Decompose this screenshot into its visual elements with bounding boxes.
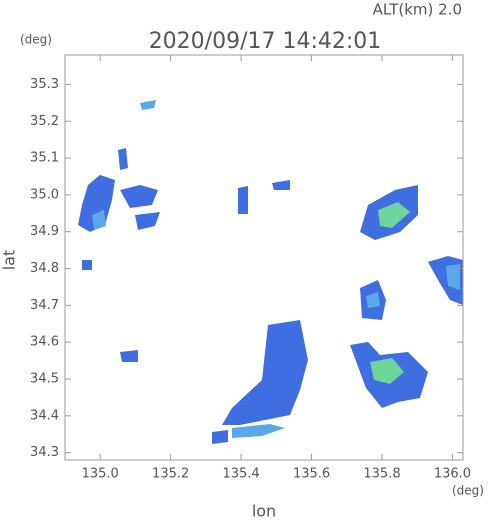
y-tick-label: 34.5 (30, 372, 59, 387)
y-axis-label: lat (0, 250, 19, 271)
altitude-label: ALT(km) 2.0 (373, 1, 462, 19)
y-tick-label: 34.4 (30, 408, 59, 423)
y-tick-label: 34.3 (30, 445, 59, 460)
radar-echoes (78, 100, 463, 444)
chart-title: 2020/09/17 14:42:01 (149, 29, 382, 54)
plot-frame (64, 54, 464, 461)
x-tick-label: 135.4 (222, 467, 259, 482)
y-tick-label: 35.2 (30, 114, 59, 129)
x-tick-label: 136.0 (434, 467, 471, 482)
x-axis-label: lon (252, 502, 276, 521)
y-unit: (deg) (20, 33, 52, 47)
y-tick-label: 34.9 (30, 224, 59, 239)
y-tick-label: 34.7 (30, 298, 59, 313)
x-tick-label: 135.2 (152, 467, 189, 482)
x-unit: (deg) (452, 484, 484, 498)
y-tick-label: 34.6 (30, 335, 59, 350)
y-tick-label: 34.8 (30, 261, 59, 276)
x-tick-label: 135.6 (293, 467, 330, 482)
x-tick-label: 135.0 (82, 467, 119, 482)
x-tick-label: 135.8 (363, 467, 400, 482)
y-tick-label: 35.1 (30, 151, 59, 166)
y-tick-label: 35.3 (30, 77, 59, 92)
y-tick-label: 35.0 (30, 187, 59, 202)
